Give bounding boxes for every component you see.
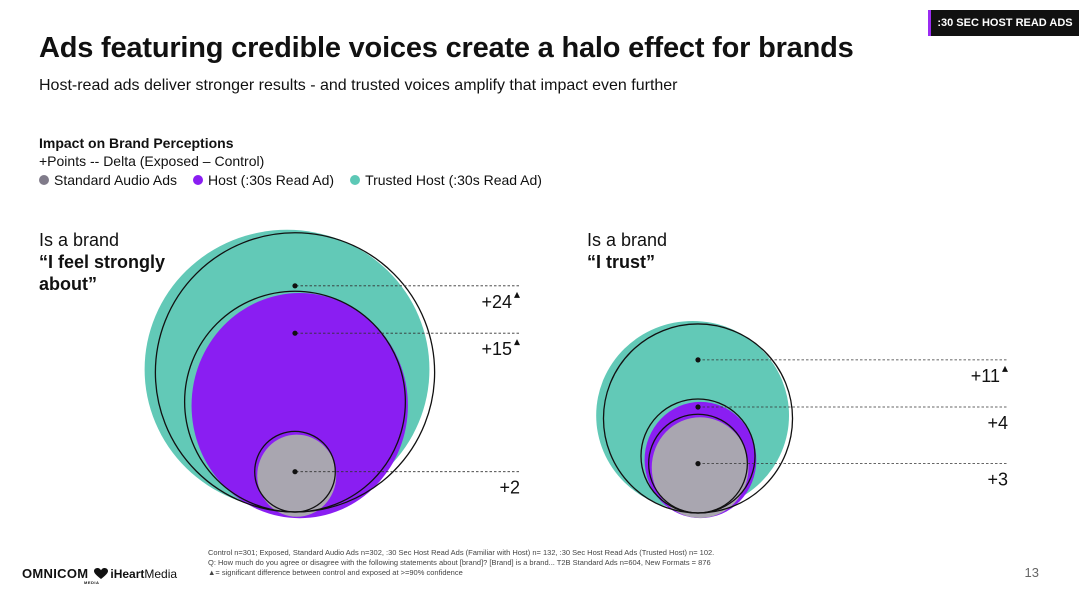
iheart-logo-rest: Media <box>144 566 178 581</box>
footnote: Control n=301; Exposed, Standard Audio A… <box>208 548 714 578</box>
chart2-center-dot-trusted <box>695 357 701 363</box>
chart2-bubbles: +3 +4 +11 <box>596 320 1008 519</box>
chart1-significance-icon-host <box>514 339 520 346</box>
legend-item-host: Host (:30s Read Ad) <box>193 171 334 189</box>
chart1-center-dot-standard <box>292 469 298 475</box>
chart2-significance-icon-trusted <box>1002 365 1008 372</box>
iheartmedia-logo: iHeartMedia <box>94 567 177 581</box>
omnicom-logo-text: OMNICOM <box>22 566 89 581</box>
iheart-icon <box>94 567 109 579</box>
omnicom-logo: OMNICOM MEDIA <box>22 566 99 585</box>
chart2-title-line1: Is a brand <box>587 230 668 250</box>
chart1-label-trusted: +24 <box>481 292 512 312</box>
legend-label-host: Host (:30s Read Ad) <box>208 172 335 188</box>
chart2-label-host: +4 <box>987 413 1008 433</box>
chart2-bubble-standard <box>651 417 749 518</box>
chart1-bubble-standard <box>257 434 337 517</box>
chart1-outline-standard <box>254 430 336 513</box>
section-badge: :30 SEC HOST READ ADS <box>928 10 1079 36</box>
chart1-center-dot-trusted <box>292 283 298 289</box>
legend-item-standard: Standard Audio Ads <box>39 171 177 189</box>
legend-title: Impact on Brand Perceptions <box>39 135 234 151</box>
legend-items: Standard Audio Ads Host (:30s Read Ad) T… <box>39 171 542 189</box>
footnote-line1: Control n=301; Exposed, Standard Audio A… <box>208 548 715 557</box>
legend-dot-standard <box>39 175 49 185</box>
chart1-bubbles: +2 +15 +24 <box>144 229 520 519</box>
chart1-center-dot-host <box>292 330 298 336</box>
legend-dot-host <box>193 175 203 185</box>
iheart-logo-bold: iHeart <box>110 566 145 581</box>
chart1-significance-icon-trusted <box>514 291 520 298</box>
omnicom-logo-sub: MEDIA <box>84 580 100 585</box>
legend-label-standard: Standard Audio Ads <box>54 172 177 188</box>
chart2-label-standard: +3 <box>987 470 1008 490</box>
footnote-line3: ▲= significant difference between contro… <box>208 568 463 577</box>
chart2-title-line2: “I trust” <box>587 252 656 272</box>
legend: Impact on Brand Perceptions +Points -- D… <box>39 134 542 189</box>
chart1-title-line1: Is a brand <box>39 230 120 250</box>
legend-dot-trusted <box>350 175 361 185</box>
legend-item-trusted: Trusted Host (:30s Read Ad) <box>350 171 542 189</box>
legend-subtitle: +Points -- Delta (Exposed – Control) <box>39 153 265 169</box>
chart1-label-host: +15 <box>481 339 512 359</box>
chart1-title-line2: “I feel strongly about” <box>39 252 166 294</box>
chart1-label-standard: +2 <box>499 478 520 498</box>
chart2-center-dot-host <box>695 404 701 410</box>
page-subtitle: Host-read ads deliver stronger results -… <box>39 77 678 94</box>
chart2-label-trusted: +11 <box>971 366 1000 386</box>
footer-logos: OMNICOM MEDIA iHeartMedia <box>22 566 177 585</box>
chart2-outline-standard <box>647 413 749 514</box>
page-title: Ads featuring credible voices create a h… <box>39 32 854 64</box>
chart2-title: Is a brand “I trust” <box>587 229 737 273</box>
chart2-center-dot-standard <box>695 461 701 467</box>
page-number: 13 <box>1024 565 1039 580</box>
legend-label-trusted: Trusted Host (:30s Read Ad) <box>365 172 542 188</box>
footnote-line2: Q: How much do you agree or disagree wit… <box>208 558 711 567</box>
chart1-title: Is a brand “I feel strongly about” <box>39 229 189 295</box>
chart1-bubble-host <box>191 293 408 519</box>
